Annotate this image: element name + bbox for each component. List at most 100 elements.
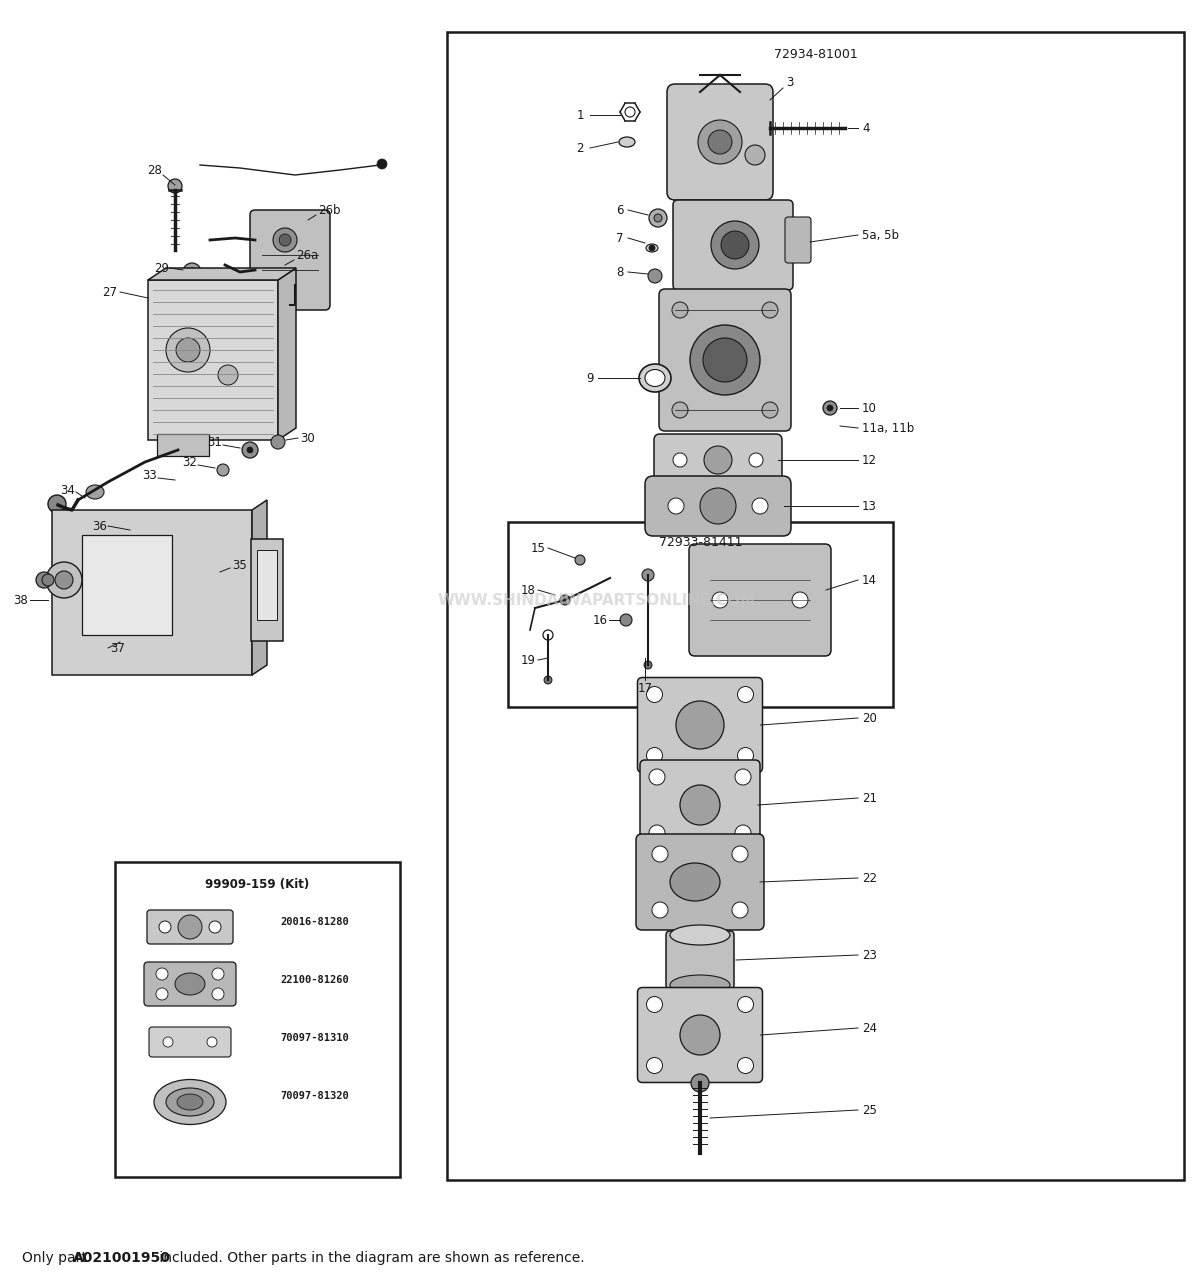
Text: 1: 1 <box>577 109 584 122</box>
Text: 31: 31 <box>208 435 222 448</box>
FancyBboxPatch shape <box>689 544 831 657</box>
Text: 27: 27 <box>103 285 117 298</box>
Bar <box>82 535 172 635</box>
Circle shape <box>159 922 171 933</box>
Circle shape <box>673 453 687 467</box>
Circle shape <box>823 401 837 415</box>
FancyBboxPatch shape <box>638 677 763 773</box>
Text: 12: 12 <box>862 453 878 466</box>
Circle shape <box>166 328 210 372</box>
Text: 25: 25 <box>862 1103 876 1116</box>
Circle shape <box>55 571 73 589</box>
Circle shape <box>762 302 778 317</box>
Circle shape <box>704 445 732 474</box>
Circle shape <box>676 701 724 749</box>
Circle shape <box>242 442 258 458</box>
Circle shape <box>168 179 181 193</box>
Text: 72934-81001: 72934-81001 <box>774 49 857 61</box>
FancyBboxPatch shape <box>144 963 236 1006</box>
Circle shape <box>738 997 753 1012</box>
Circle shape <box>217 465 229 476</box>
Text: 20: 20 <box>862 712 876 724</box>
Circle shape <box>247 447 253 453</box>
Circle shape <box>207 1037 217 1047</box>
Circle shape <box>646 997 663 1012</box>
Circle shape <box>691 1074 709 1092</box>
Circle shape <box>620 614 632 626</box>
Text: 26a: 26a <box>296 248 319 261</box>
Text: 30: 30 <box>300 431 315 444</box>
Circle shape <box>721 230 749 259</box>
Circle shape <box>700 488 736 524</box>
Circle shape <box>164 1037 173 1047</box>
Text: 26b: 26b <box>318 204 340 216</box>
FancyBboxPatch shape <box>149 1027 230 1057</box>
Circle shape <box>646 686 663 703</box>
Text: 17: 17 <box>638 681 652 695</box>
Circle shape <box>178 915 202 940</box>
Ellipse shape <box>86 485 104 499</box>
Ellipse shape <box>177 1094 203 1110</box>
Text: 6: 6 <box>616 204 623 216</box>
Circle shape <box>650 244 656 251</box>
Text: 16: 16 <box>592 613 608 626</box>
FancyBboxPatch shape <box>250 210 330 310</box>
Text: 33: 33 <box>142 468 158 481</box>
Circle shape <box>650 826 665 841</box>
Text: 15: 15 <box>530 541 546 554</box>
Circle shape <box>646 1057 663 1074</box>
Circle shape <box>652 902 667 918</box>
Bar <box>257 550 277 620</box>
Text: A021001950: A021001950 <box>73 1251 171 1265</box>
Circle shape <box>749 453 763 467</box>
FancyBboxPatch shape <box>645 476 790 536</box>
FancyBboxPatch shape <box>673 200 793 291</box>
Circle shape <box>624 108 635 116</box>
Text: 99909-159 (Kit): 99909-159 (Kit) <box>205 878 309 891</box>
Circle shape <box>732 846 747 861</box>
Circle shape <box>827 404 833 411</box>
Text: 7: 7 <box>616 232 623 244</box>
Ellipse shape <box>646 244 658 252</box>
Circle shape <box>644 660 652 669</box>
Circle shape <box>48 495 66 513</box>
Ellipse shape <box>670 925 730 945</box>
Circle shape <box>732 902 747 918</box>
Circle shape <box>738 1057 753 1074</box>
FancyBboxPatch shape <box>659 289 790 431</box>
Text: 8: 8 <box>616 265 623 279</box>
Circle shape <box>752 498 768 515</box>
FancyBboxPatch shape <box>638 987 763 1083</box>
Bar <box>447 32 1184 1180</box>
Circle shape <box>183 262 201 282</box>
Text: 29: 29 <box>154 261 170 274</box>
Ellipse shape <box>618 137 635 147</box>
FancyBboxPatch shape <box>667 84 773 200</box>
Text: 28: 28 <box>148 164 162 177</box>
Circle shape <box>703 338 747 381</box>
Text: 10: 10 <box>862 402 876 415</box>
Text: 36: 36 <box>93 520 107 532</box>
Circle shape <box>544 676 552 684</box>
Circle shape <box>271 435 285 449</box>
Circle shape <box>377 159 387 169</box>
Text: 5a, 5b: 5a, 5b <box>862 229 899 242</box>
Text: 70097-81320: 70097-81320 <box>281 1091 349 1101</box>
Text: 13: 13 <box>862 499 876 512</box>
FancyBboxPatch shape <box>640 760 761 850</box>
Circle shape <box>156 968 168 980</box>
Ellipse shape <box>645 370 665 387</box>
Circle shape <box>681 1015 720 1055</box>
Circle shape <box>219 365 238 385</box>
Circle shape <box>762 402 778 419</box>
Circle shape <box>712 591 728 608</box>
Circle shape <box>698 120 741 164</box>
Text: 9: 9 <box>586 371 593 384</box>
Ellipse shape <box>154 1079 226 1125</box>
Text: 20016-81280: 20016-81280 <box>281 916 349 927</box>
Polygon shape <box>278 268 296 440</box>
Circle shape <box>738 686 753 703</box>
Circle shape <box>738 748 753 763</box>
Text: 22100-81260: 22100-81260 <box>281 975 349 986</box>
Circle shape <box>792 591 808 608</box>
